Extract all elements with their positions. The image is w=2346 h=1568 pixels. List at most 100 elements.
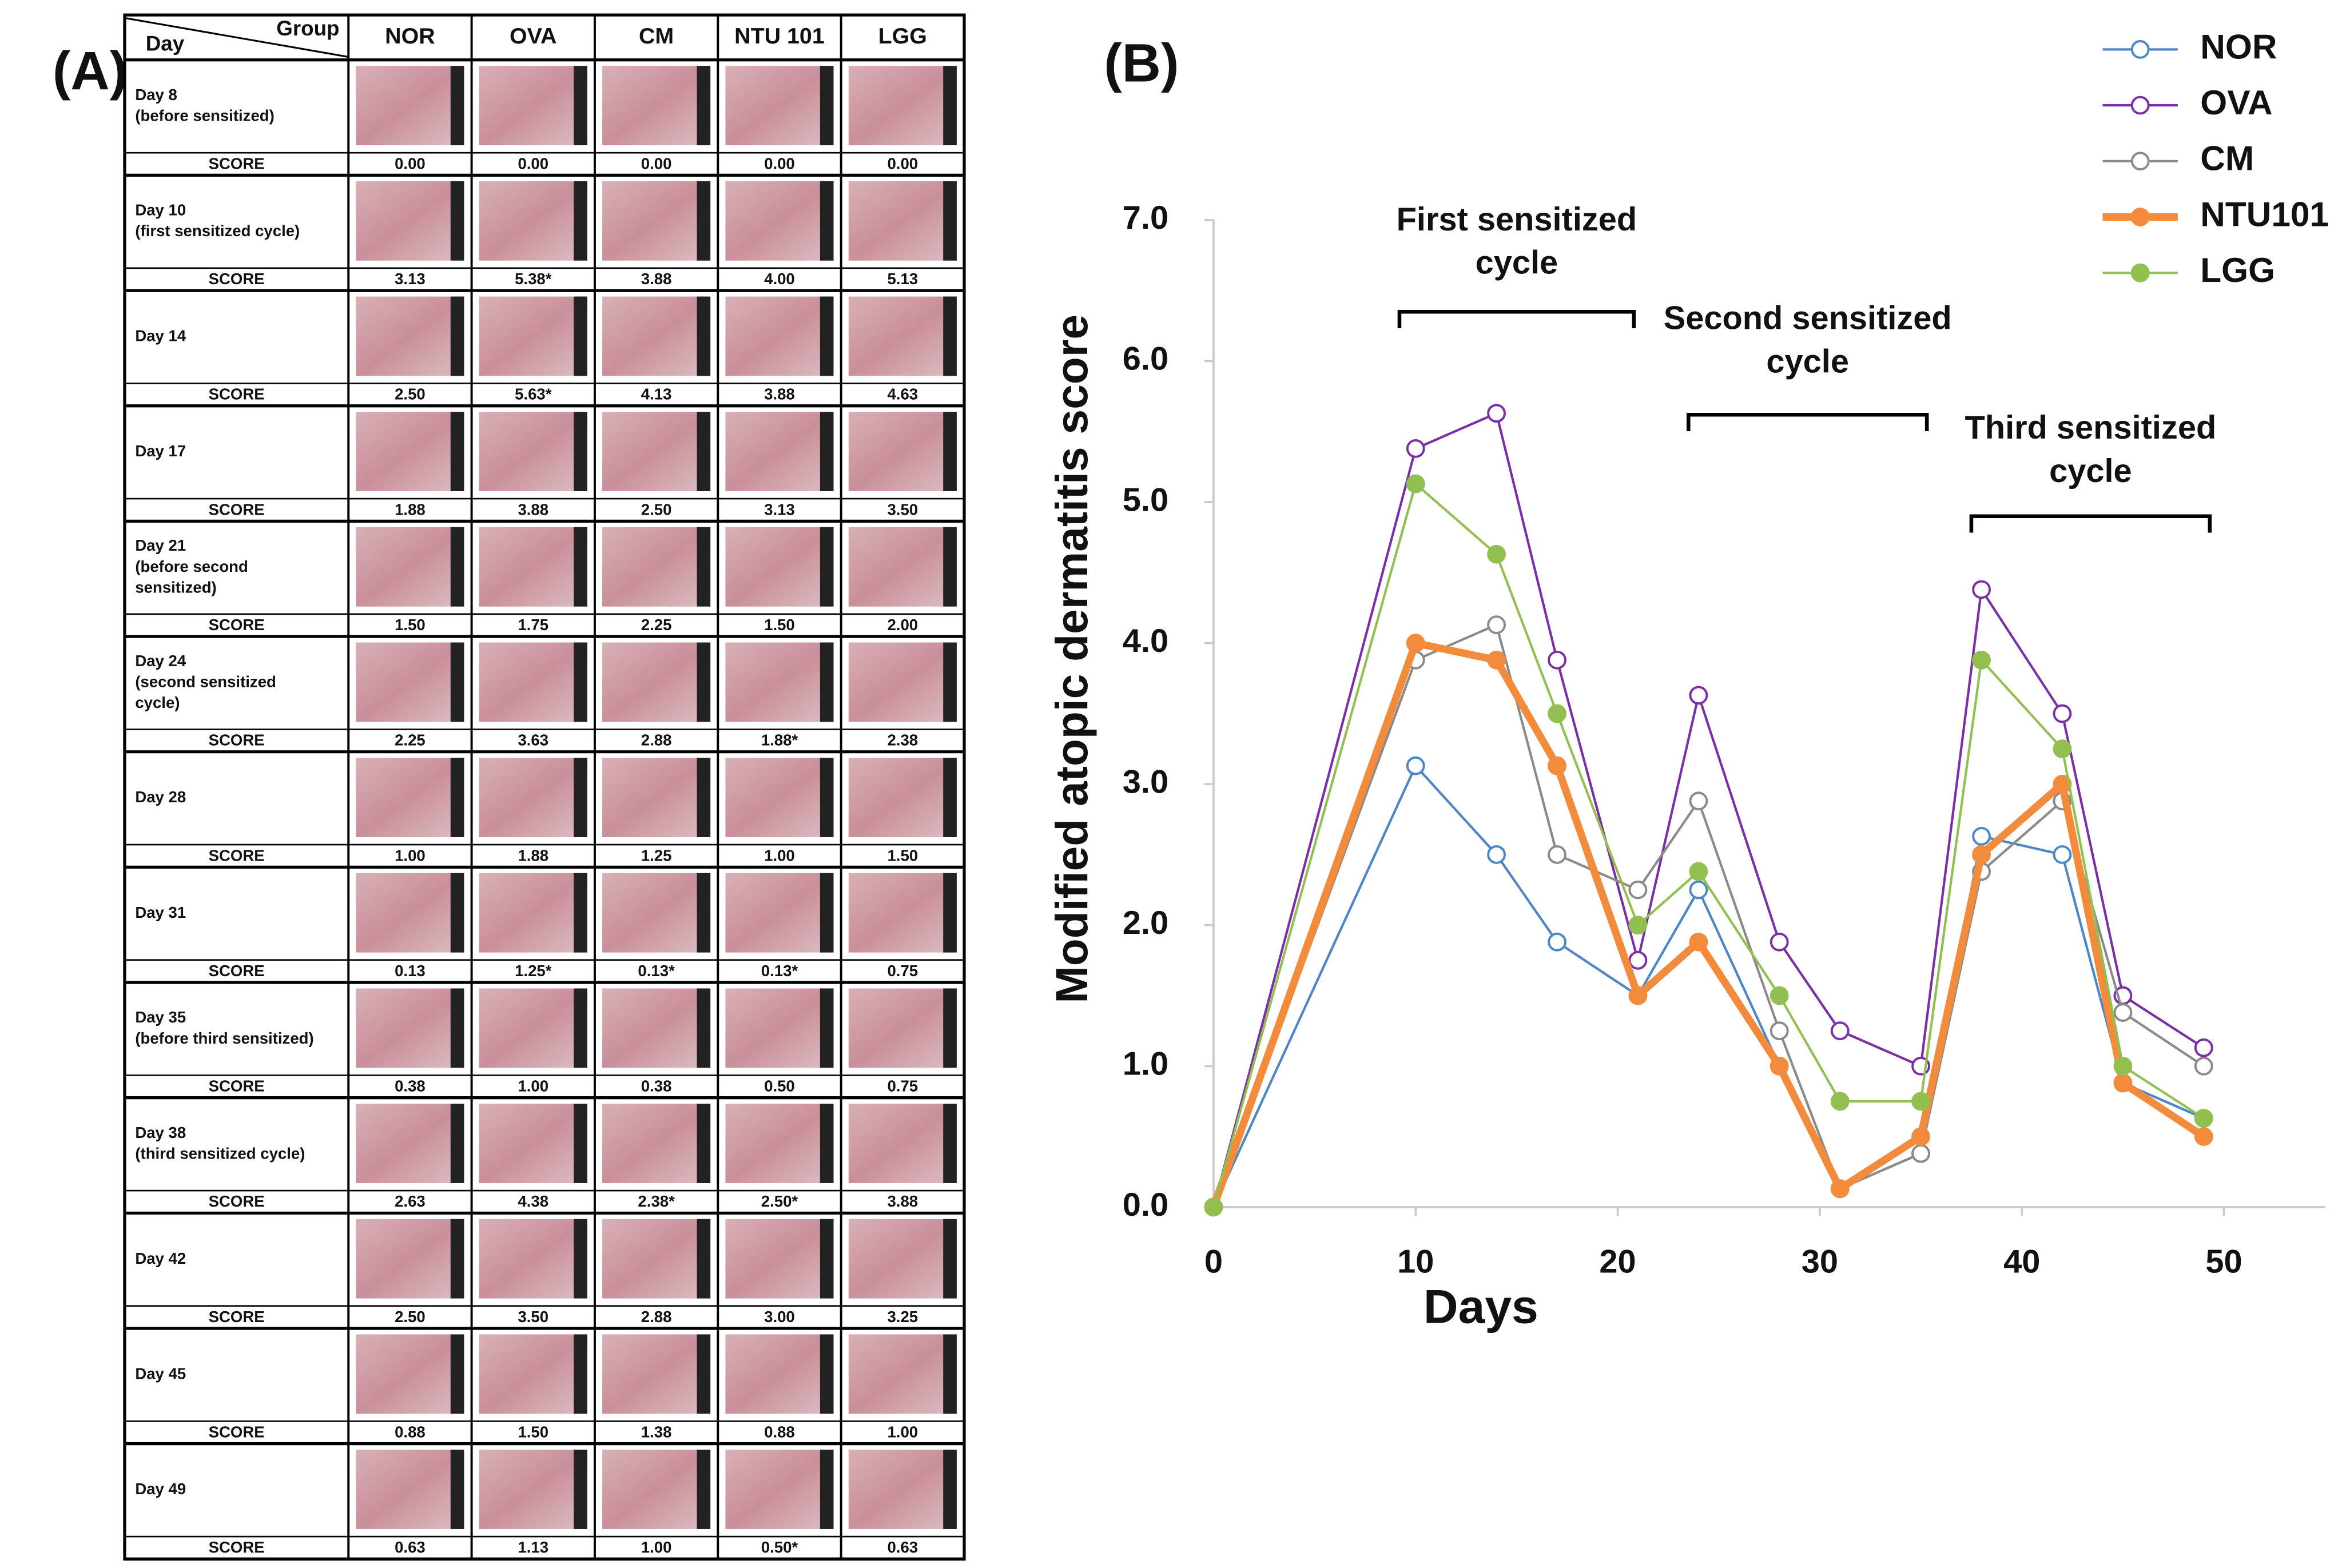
annotation: cycle [1476, 245, 1558, 281]
score: 1.75 [518, 616, 548, 634]
skin-photo [848, 527, 957, 607]
photo-ruler [820, 412, 834, 492]
y-axis-label: Modified atopic dermatitis score [1047, 315, 1097, 1004]
skin-photo [479, 527, 587, 607]
score: 0.38 [395, 1077, 426, 1095]
photo-ruler [943, 412, 957, 492]
data-point [2194, 1056, 2213, 1076]
score-label: SCORE [209, 616, 265, 634]
group-header: OVA [510, 23, 556, 49]
group-header: LGG [878, 23, 927, 49]
day-label: Day 49 [135, 1480, 186, 1498]
score: 1.50 [887, 846, 918, 864]
score-label: SCORE [209, 270, 265, 288]
photo-ruler [450, 642, 464, 722]
score: 2.50 [395, 1308, 426, 1326]
score: 0.63 [887, 1538, 918, 1556]
photo-ruler [820, 1104, 834, 1183]
score: 1.88 [518, 846, 548, 864]
skin-photo [479, 758, 587, 837]
data-point [1204, 1197, 1223, 1217]
skin-photo [725, 988, 834, 1068]
photo-ruler [574, 758, 587, 837]
data-point [2194, 1109, 2213, 1128]
y-tick-label: 3.0 [1123, 763, 1168, 800]
photo-ruler [450, 66, 464, 146]
skin-photo [848, 1450, 957, 1529]
day-label: Day 38 [135, 1124, 186, 1141]
score: 2.88 [641, 1308, 672, 1326]
data-point [1548, 932, 1566, 952]
skin-photo [602, 527, 711, 607]
data-point [2113, 1003, 2133, 1022]
data-point [1911, 1092, 1930, 1111]
score-label: SCORE [209, 846, 265, 864]
data-point [1911, 1127, 1930, 1146]
skin-photo [725, 1450, 834, 1529]
x-axis-label: Days [1423, 1280, 1538, 1334]
day-label: (first sensitized cycle) [135, 222, 300, 240]
day-label: sensitized) [135, 579, 216, 596]
x-tick-label: 30 [1802, 1244, 1838, 1280]
data-point [1628, 916, 1648, 935]
annotation: Third sensitized [1965, 409, 2216, 446]
score: 1.00 [518, 1077, 548, 1095]
photo-ruler [450, 1104, 464, 1183]
legend-marker [2130, 152, 2150, 171]
score-label: SCORE [209, 1423, 265, 1441]
skin-photo [479, 1104, 587, 1183]
photo-ruler [450, 873, 464, 953]
legend-marker [2130, 263, 2150, 282]
skin-photo [848, 412, 957, 492]
day-label: Day 45 [135, 1364, 186, 1382]
score: 2.25 [641, 616, 672, 634]
skin-photo [356, 181, 464, 261]
skin-photo [602, 1450, 711, 1529]
photo-ruler [943, 642, 957, 722]
bracket [1397, 309, 1636, 329]
score: 0.00 [764, 154, 795, 172]
data-point [1487, 845, 1506, 864]
legend-marker [2130, 95, 2150, 115]
photo-ruler [943, 66, 957, 146]
data-point [2053, 704, 2072, 723]
skin-photo [356, 1104, 464, 1183]
skin-photo [725, 527, 834, 607]
score: 2.88 [641, 731, 672, 749]
score: 3.88 [641, 270, 672, 288]
day-label: Day 8 [135, 86, 177, 104]
score-label: SCORE [209, 1538, 265, 1556]
photo-ruler [697, 873, 711, 953]
photo-ruler [450, 988, 464, 1068]
score: 4.00 [764, 270, 795, 288]
score: 2.50 [395, 385, 426, 403]
skin-photo [356, 642, 464, 722]
data-point [1487, 404, 1506, 423]
skin-photo [725, 1104, 834, 1183]
data-point [1689, 686, 1708, 705]
skin-photo [479, 1450, 587, 1529]
photo-ruler [820, 873, 834, 953]
photo-ruler [820, 758, 834, 837]
data-point [1830, 1092, 1850, 1111]
photo-ruler [943, 296, 957, 376]
score: 0.75 [887, 962, 918, 980]
data-point [1911, 1144, 1930, 1163]
score: 4.13 [641, 385, 672, 403]
day-label: (second sensitized [135, 673, 276, 691]
score: 3.88 [764, 385, 795, 403]
data-point [2053, 845, 2072, 864]
skin-photo [602, 642, 711, 722]
photo-ruler [820, 1450, 834, 1529]
skin-photo [602, 181, 711, 261]
score-label: SCORE [209, 1308, 265, 1326]
skin-photo [602, 988, 711, 1068]
y-tick-label: 2.0 [1123, 905, 1168, 941]
skin-photo [848, 988, 957, 1068]
data-point [2113, 1056, 2133, 1076]
skin-photo [356, 873, 464, 953]
day-label: (before sensitized) [135, 107, 274, 125]
score: 0.00 [518, 154, 548, 172]
day-label: Day 31 [135, 904, 186, 921]
data-point [1972, 650, 1991, 670]
